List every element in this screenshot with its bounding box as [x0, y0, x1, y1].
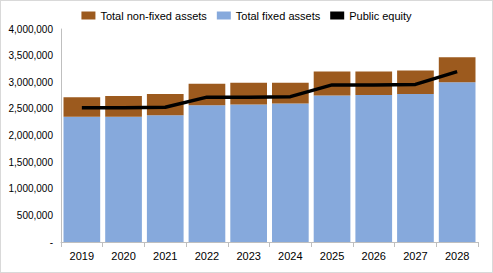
svg-text:2,500,000: 2,500,000 — [9, 103, 54, 114]
svg-text:1,000,000: 1,000,000 — [9, 183, 54, 194]
svg-text:Public equity: Public equity — [349, 10, 412, 22]
svg-text:1,500,000: 1,500,000 — [9, 157, 54, 168]
svg-text:2026: 2026 — [362, 250, 386, 262]
svg-text:3,500,000: 3,500,000 — [9, 50, 54, 61]
svg-text:3,000,000: 3,000,000 — [9, 77, 54, 88]
svg-text:-: - — [50, 237, 53, 248]
svg-text:2020: 2020 — [111, 250, 135, 262]
svg-text:500,000: 500,000 — [17, 210, 54, 221]
svg-text:2024: 2024 — [278, 250, 302, 262]
svg-text:2025: 2025 — [320, 250, 344, 262]
svg-text:2023: 2023 — [236, 250, 260, 262]
svg-text:Total non-fixed assets: Total non-fixed assets — [100, 10, 207, 22]
svg-text:2027: 2027 — [403, 250, 427, 262]
svg-text:2019: 2019 — [70, 250, 94, 262]
svg-text:2022: 2022 — [195, 250, 219, 262]
svg-text:2028: 2028 — [445, 250, 469, 262]
svg-text:2,000,000: 2,000,000 — [9, 130, 54, 141]
svg-text:2021: 2021 — [153, 250, 177, 262]
svg-text:Total fixed assets: Total fixed assets — [236, 10, 321, 22]
svg-text:4,000,000: 4,000,000 — [9, 24, 54, 35]
